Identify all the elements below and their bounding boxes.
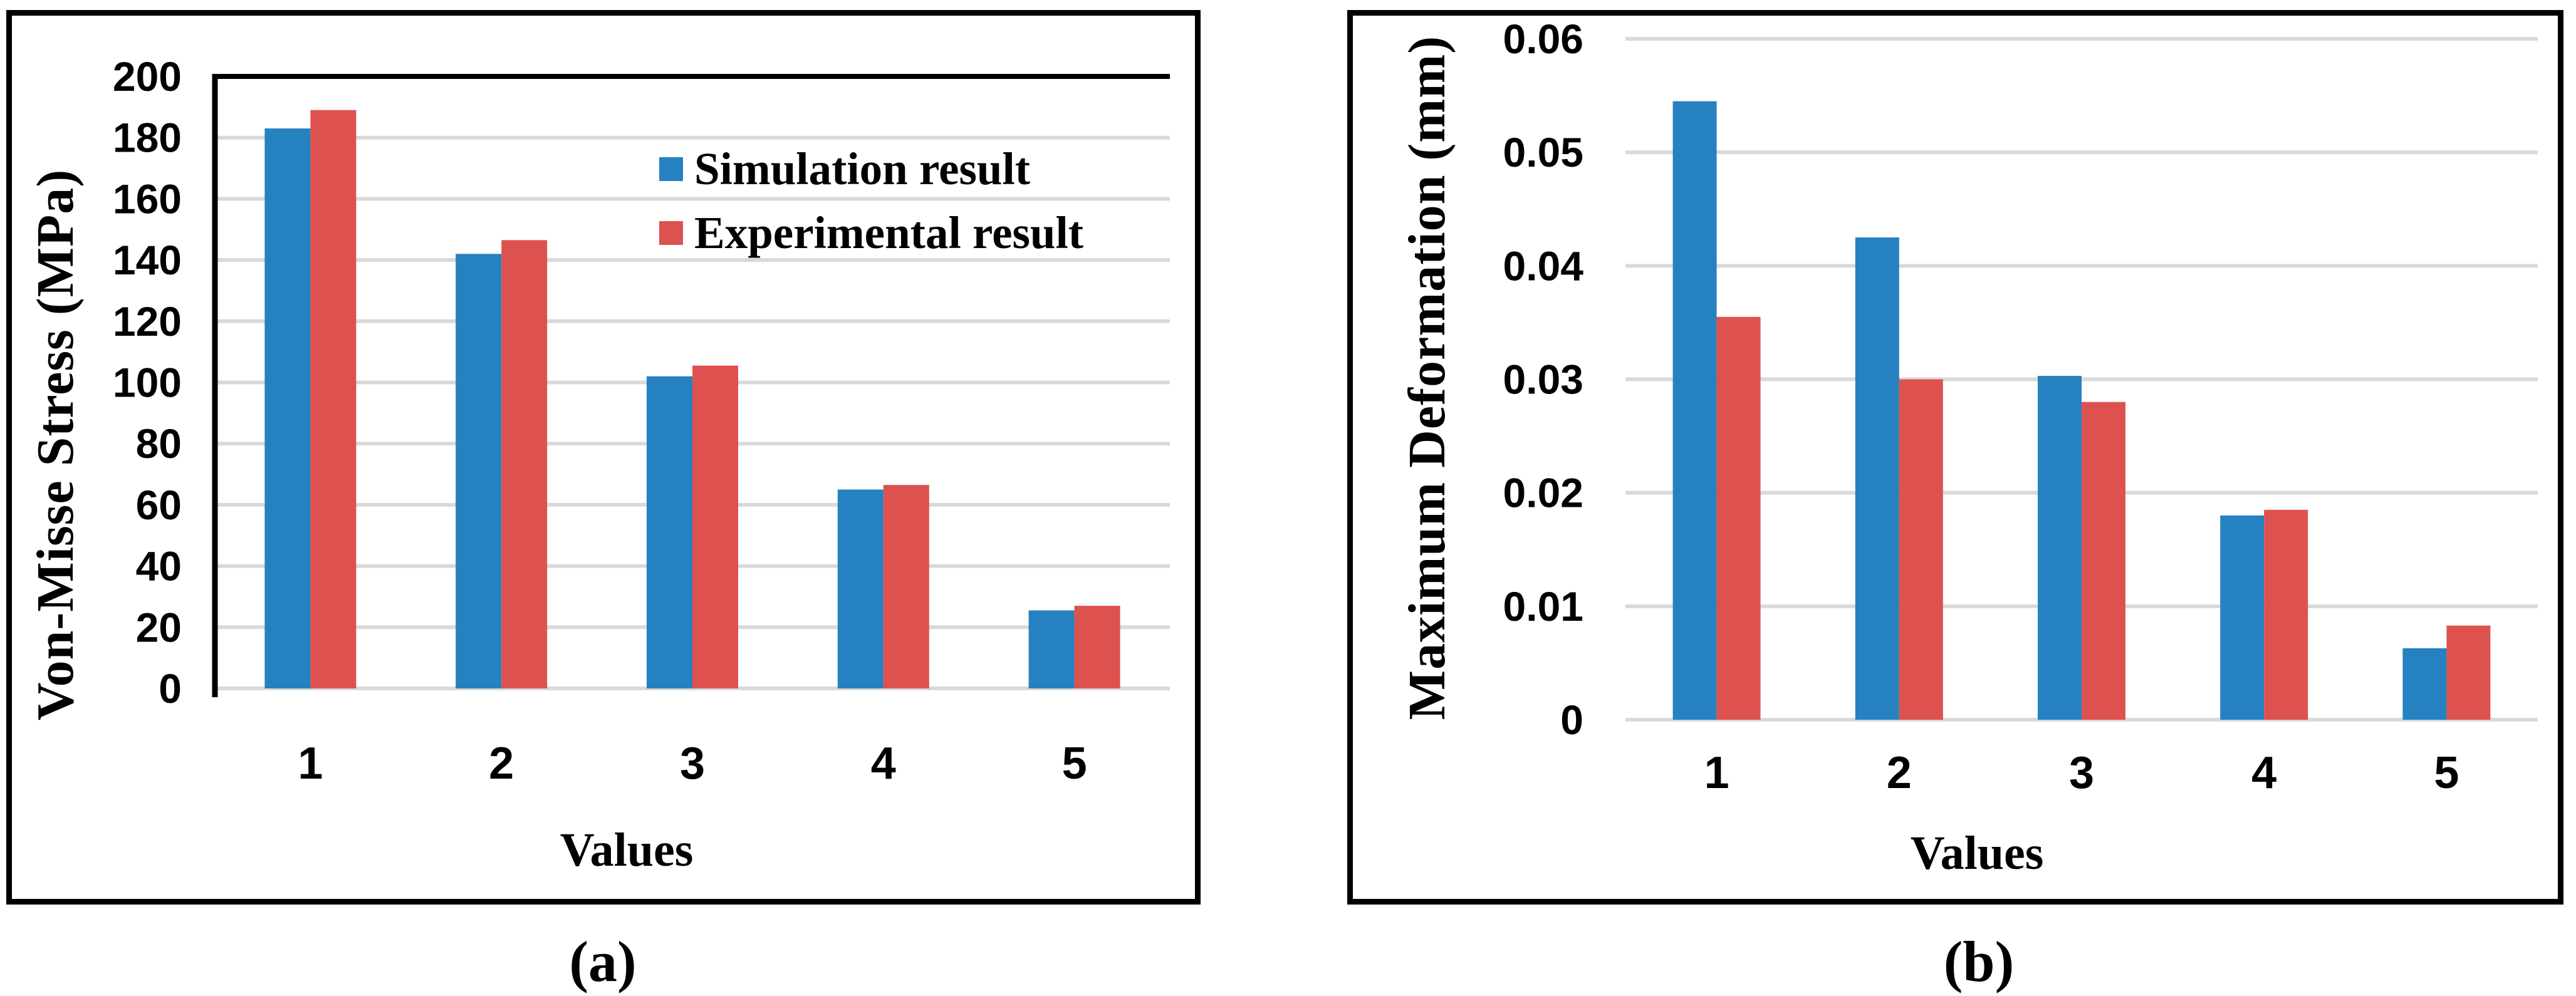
y-tick-label-b: 0.03 xyxy=(1503,356,1583,403)
legend-label-experimental: Experimental result xyxy=(694,207,1084,258)
y-tick-label-a: 140 xyxy=(113,237,182,283)
y-tick-label-b: 0 xyxy=(1560,697,1583,743)
x-tick-label-a: 5 xyxy=(1062,739,1087,789)
bar-a-3-simulation xyxy=(647,376,692,688)
bar-b-4-simulation xyxy=(2220,515,2265,720)
bar-a-2-simulation xyxy=(456,254,502,689)
x-tick-label-b: 3 xyxy=(2069,748,2094,798)
bar-b-1-simulation xyxy=(1672,101,1717,720)
y-tick-label-b: 0.05 xyxy=(1503,129,1583,175)
bar-b-2-simulation xyxy=(1855,237,1899,720)
bar-b-1-experimental xyxy=(1716,316,1761,720)
y-tick-label-a: 120 xyxy=(113,298,182,345)
panel-b-border xyxy=(1347,10,2563,905)
bar-a-3-experimental xyxy=(692,365,738,688)
bar-a-2-experimental xyxy=(501,240,548,688)
x-tick-label-a: 1 xyxy=(298,739,323,789)
y-tick-label-a: 80 xyxy=(136,420,182,467)
legend-label-simulation: Simulation result xyxy=(694,143,1031,194)
legend-swatch-experimental xyxy=(659,221,683,245)
x-tick-label-a: 4 xyxy=(871,739,896,789)
y-axis-title-stress: Von-Misse Stress (MPa) xyxy=(26,169,85,721)
bar-a-5-experimental xyxy=(1074,606,1120,688)
x-tick-label-a: 3 xyxy=(680,739,705,789)
panel-a-border xyxy=(6,10,1201,905)
bar-b-3-simulation xyxy=(2038,376,2082,720)
y-tick-label-b: 0.02 xyxy=(1503,470,1583,516)
y-axis-title-deformation: Maximum Deformation (mm) xyxy=(1397,35,1456,720)
x-axis-title-a: Values xyxy=(560,823,694,876)
bar-b-5-experimental xyxy=(2446,625,2491,720)
y-tick-label-a: 0 xyxy=(159,665,182,712)
y-tick-label-b: 0.01 xyxy=(1503,583,1583,630)
legend-item-simulation: Simulation result xyxy=(659,137,1083,201)
legend: Simulation result Experimental result xyxy=(659,137,1083,265)
y-tick-label-a: 180 xyxy=(113,115,182,161)
x-tick-label-a: 2 xyxy=(489,739,514,789)
bar-a-5-simulation xyxy=(1028,610,1075,688)
bar-b-4-experimental xyxy=(2264,509,2308,720)
x-tick-label-b: 1 xyxy=(1704,748,1729,798)
y-tick-label-b: 0.04 xyxy=(1503,242,1584,289)
bar-b-5-simulation xyxy=(2402,648,2447,720)
x-tick-label-b: 2 xyxy=(1887,748,1912,798)
y-tick-label-a: 60 xyxy=(136,482,182,528)
y-tick-label-b: 0.06 xyxy=(1503,16,1583,62)
bar-a-4-simulation xyxy=(837,489,884,688)
bar-a-1-experimental xyxy=(310,110,357,689)
y-tick-label-a: 200 xyxy=(113,53,182,100)
y-tick-label-a: 40 xyxy=(136,543,182,589)
bar-b-2-experimental xyxy=(1899,379,1943,720)
bar-a-1-simulation xyxy=(264,128,311,689)
x-axis-title-b: Values xyxy=(1910,826,2044,879)
bar-b-3-experimental xyxy=(2082,402,2125,720)
caption-a: (a) xyxy=(569,930,637,993)
y-tick-label-a: 100 xyxy=(113,360,182,406)
legend-item-experimental: Experimental result xyxy=(659,201,1083,265)
caption-b: (b) xyxy=(1943,930,2015,993)
x-tick-label-b: 4 xyxy=(2251,748,2276,798)
x-tick-label-b: 5 xyxy=(2434,748,2459,798)
bar-a-4-experimental xyxy=(883,485,929,688)
legend-swatch-simulation xyxy=(659,157,683,181)
y-tick-label-a: 160 xyxy=(113,175,182,222)
y-tick-label-a: 20 xyxy=(136,604,182,650)
